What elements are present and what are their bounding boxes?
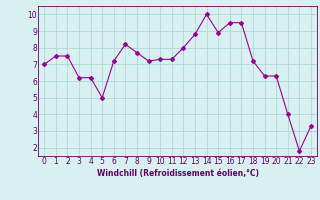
X-axis label: Windchill (Refroidissement éolien,°C): Windchill (Refroidissement éolien,°C) — [97, 169, 259, 178]
